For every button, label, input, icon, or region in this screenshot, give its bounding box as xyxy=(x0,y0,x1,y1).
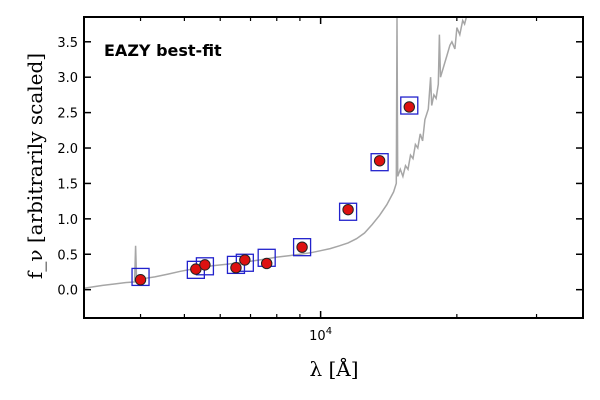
y-tick-label: 1.0 xyxy=(57,213,78,228)
observed-point xyxy=(296,241,308,253)
spectrum-line xyxy=(84,17,468,290)
x-tick-label: 104 xyxy=(309,326,332,344)
y-axis-label: f_ν [arbitrarily scaled] xyxy=(23,53,47,279)
y-tick-label: 0.0 xyxy=(57,284,78,299)
model-square xyxy=(292,238,312,257)
series-layer xyxy=(84,17,468,290)
model-square xyxy=(338,202,358,221)
observed-point xyxy=(199,259,211,271)
y-tick-label: 3.0 xyxy=(57,71,78,86)
observed-point xyxy=(230,262,242,274)
y-tick-label: 2.5 xyxy=(57,107,78,122)
observed-point xyxy=(403,101,415,113)
model-square xyxy=(370,153,389,172)
observed-point xyxy=(373,155,386,167)
eazy-annotation: EAZY best-fit xyxy=(104,41,222,60)
x-axis-label: λ [Å] xyxy=(309,356,358,381)
observed-point xyxy=(134,274,147,286)
y-tick-label: 3.5 xyxy=(57,36,78,51)
observed-point xyxy=(342,203,354,216)
observed-point xyxy=(239,254,251,266)
axes-layer: 0.0 0.5 1.0 1.5 2.0 2.5 3.0 3.5 104 xyxy=(57,16,584,344)
y-tick-label: 2.0 xyxy=(57,142,78,157)
model-square xyxy=(400,96,419,115)
axes-frame xyxy=(83,16,584,319)
observed-point xyxy=(260,257,273,270)
y-tick-label: 0.5 xyxy=(57,248,78,263)
y-tick-label: 1.5 xyxy=(57,177,78,192)
observed-point xyxy=(190,263,202,275)
